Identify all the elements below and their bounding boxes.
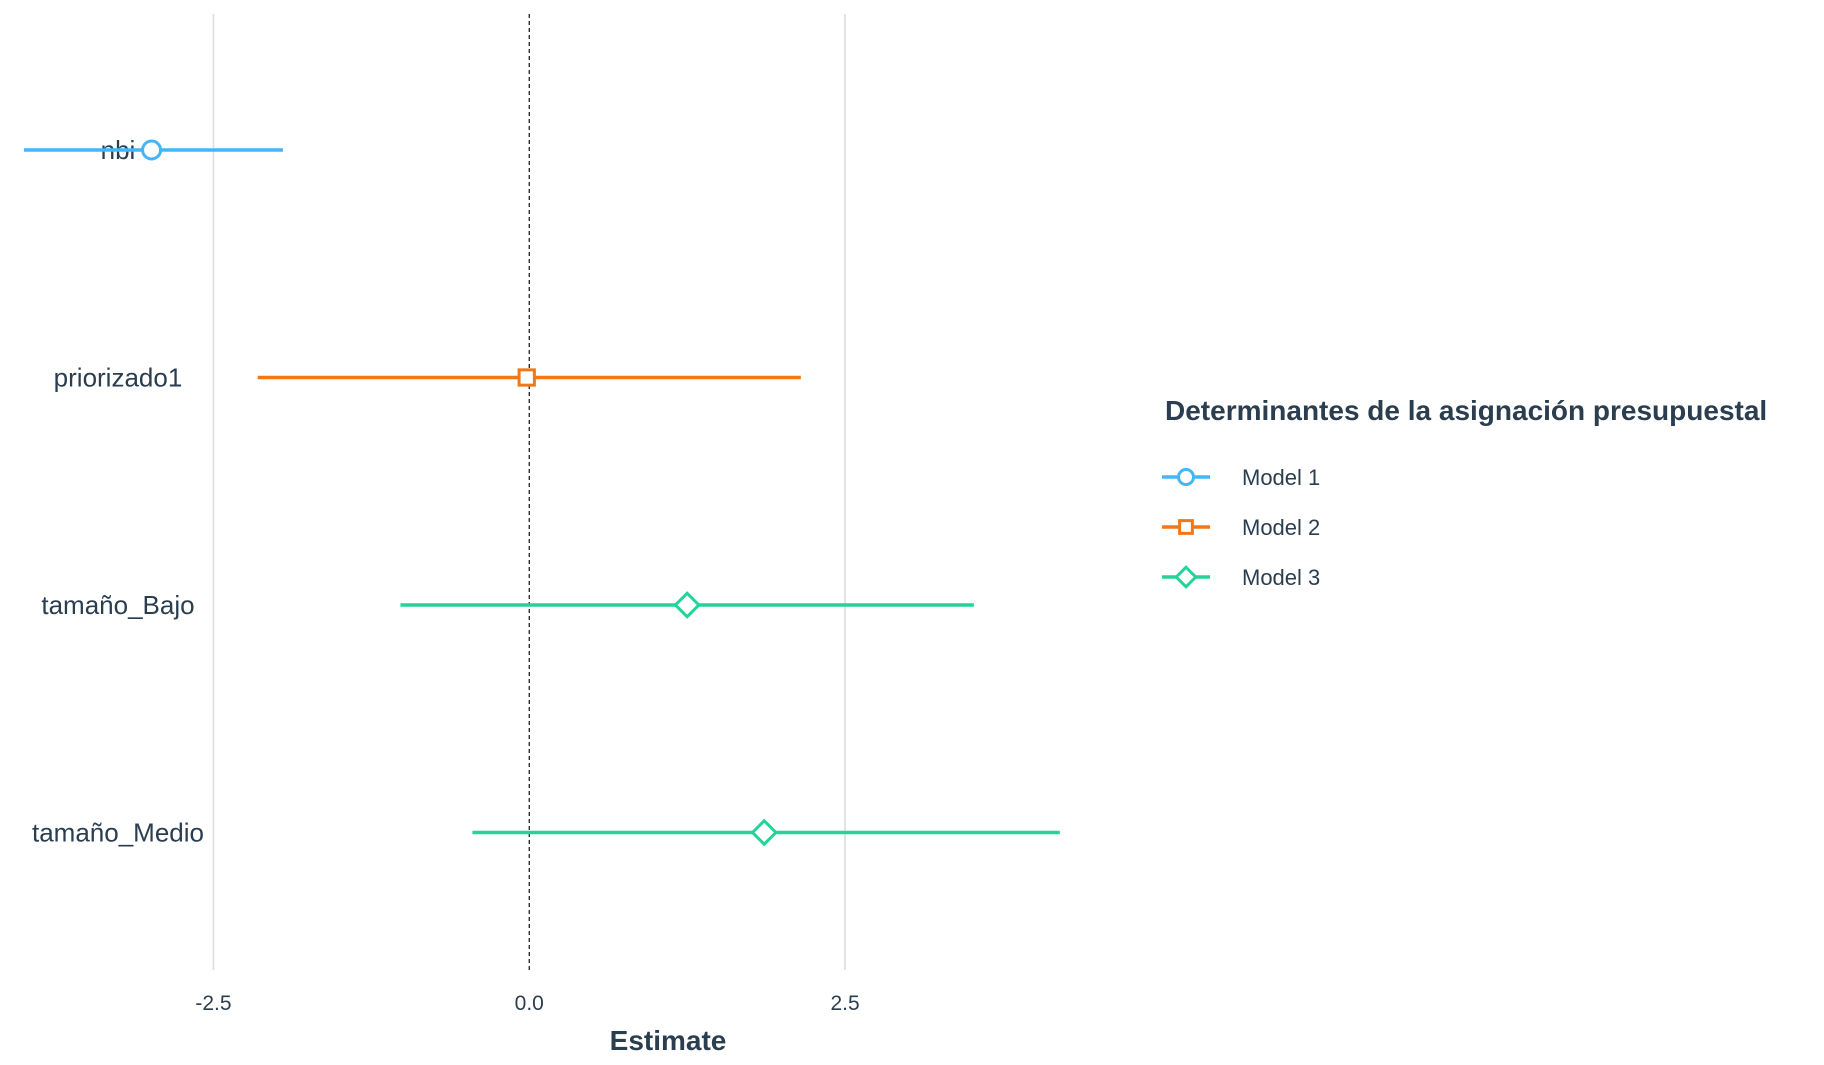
legend-item: Model 2	[1162, 515, 1320, 540]
x-tick-label: -2.5	[195, 992, 231, 1015]
category-label: tamaño_Medio	[32, 818, 204, 848]
category-label: priorizado1	[54, 363, 183, 393]
series-1	[24, 139, 283, 161]
series-2	[257, 368, 801, 387]
legend-marker	[1177, 468, 1195, 486]
legend-marker	[1178, 519, 1194, 535]
legend-label: Model 2	[1242, 515, 1320, 540]
legend-item: Model 1	[1162, 465, 1320, 490]
x-tick-label: 2.5	[830, 992, 859, 1015]
x-axis-ticks: -2.5 0.0 2.5	[195, 992, 859, 1015]
estimate-point	[141, 139, 163, 161]
legend-label: Model 1	[1242, 465, 1320, 490]
series-3	[400, 591, 1060, 847]
estimate-point	[517, 368, 536, 387]
estimate-point	[673, 591, 701, 619]
grid-lines	[212, 14, 846, 970]
x-tick-label: 0.0	[515, 992, 544, 1015]
category-label: tamaño_Bajo	[41, 590, 194, 620]
x-axis-title: Estimate	[610, 1025, 727, 1056]
legend-label: Model 3	[1242, 565, 1320, 590]
legend-marker	[1174, 565, 1198, 589]
legend-title: Determinantes de la asignación presupues…	[1165, 395, 1767, 426]
legend-item: Model 3	[1162, 565, 1320, 590]
estimates-layer	[24, 139, 1060, 847]
estimate-point	[750, 818, 779, 847]
legend: Determinantes de la asignación presupues…	[1162, 395, 1767, 590]
